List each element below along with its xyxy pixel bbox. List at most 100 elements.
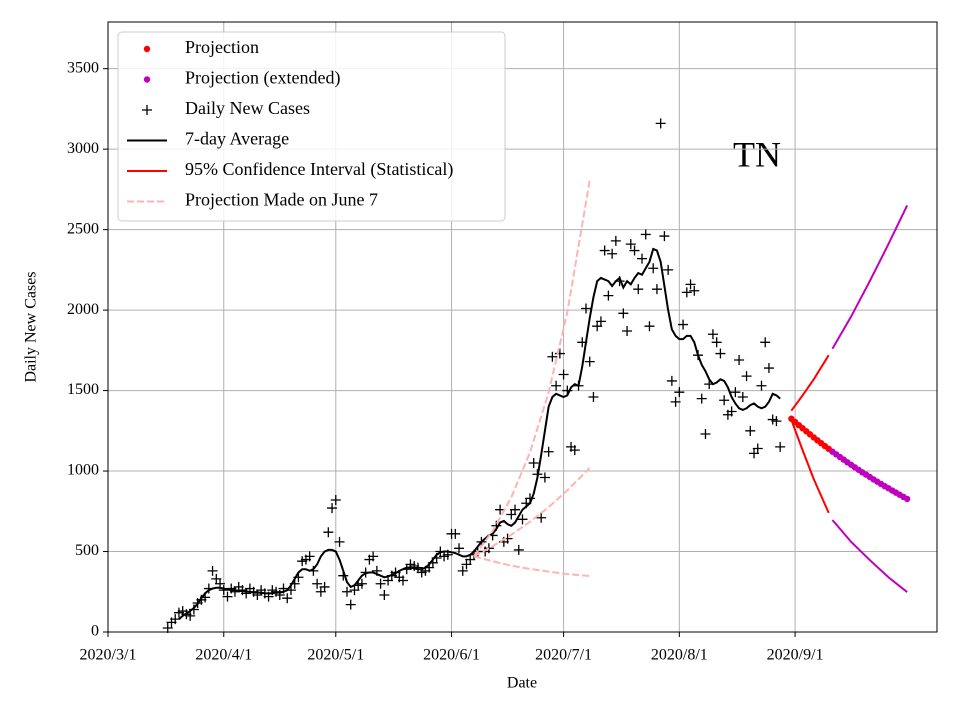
plus-marker <box>170 614 181 625</box>
plus-marker <box>282 593 293 604</box>
annotation: TN <box>733 134 781 174</box>
plus-marker <box>745 425 756 436</box>
plus-marker <box>663 264 674 275</box>
plus-marker <box>345 599 356 610</box>
plus-marker <box>341 586 352 597</box>
plus-marker <box>312 578 323 589</box>
plus-marker <box>375 578 386 589</box>
plus-marker <box>670 396 681 407</box>
plus-marker <box>752 443 763 454</box>
plus-marker <box>711 337 722 348</box>
y-tick-label: 500 <box>75 542 99 559</box>
plus-marker <box>730 387 741 398</box>
plus-marker <box>517 514 528 525</box>
plus-marker <box>681 287 692 298</box>
plus-marker <box>580 303 591 314</box>
plus-marker <box>719 395 730 406</box>
plus-marker <box>319 581 330 592</box>
x-tick-label: 2020/4/1 <box>195 647 252 664</box>
plus-marker <box>551 380 562 391</box>
y-tick-label: 3000 <box>67 140 99 157</box>
plus-marker <box>528 458 539 469</box>
legend-symbol <box>143 45 151 53</box>
plus-marker <box>539 472 550 483</box>
y-tick-label: 0 <box>91 623 99 640</box>
y-tick-label: 2000 <box>67 301 99 318</box>
plus-marker <box>715 348 726 359</box>
plus-marker <box>760 337 771 348</box>
plus-marker <box>696 393 707 404</box>
plus-marker <box>599 245 610 256</box>
plus-marker <box>543 446 554 457</box>
plus-marker <box>685 279 696 290</box>
legend-label: 7-day Average <box>185 129 289 149</box>
y-axis-label: Daily New Cases <box>23 271 40 382</box>
plus-marker <box>510 504 521 515</box>
plus-marker <box>356 578 367 589</box>
plus-marker <box>674 387 685 398</box>
plus-marker <box>558 369 569 380</box>
dashed-line <box>473 180 591 557</box>
plus-marker <box>734 354 745 365</box>
dashed-line <box>473 555 590 577</box>
line <box>831 205 909 350</box>
plus-marker <box>607 248 618 259</box>
plus-marker <box>741 371 752 382</box>
plus-marker <box>207 565 218 576</box>
plus-marker <box>603 290 614 301</box>
plus-marker <box>457 565 468 576</box>
plus-marker <box>595 316 606 327</box>
legend-symbol <box>142 105 152 115</box>
y-tick-label: 1000 <box>67 462 99 479</box>
plus-marker <box>659 231 670 242</box>
plus-marker <box>726 406 737 417</box>
legend-label: Daily New Cases <box>185 98 310 118</box>
y-tick-label: 3500 <box>67 59 99 76</box>
x-tick-label: 2020/8/1 <box>651 647 708 664</box>
plus-marker <box>756 380 767 391</box>
plus-marker <box>737 392 748 403</box>
x-tick-label: 2020/7/1 <box>535 647 592 664</box>
plus-marker <box>648 263 659 274</box>
plus-marker <box>334 536 345 547</box>
plus-marker <box>771 416 782 427</box>
plus-marker <box>763 363 774 374</box>
dot <box>903 495 911 503</box>
plus-marker <box>569 445 580 456</box>
y-tick-label: 1500 <box>67 381 99 398</box>
legend-symbol <box>143 76 151 83</box>
plus-marker <box>633 284 644 295</box>
plus-marker <box>330 495 341 506</box>
plus-marker <box>618 308 629 319</box>
line <box>790 354 830 412</box>
x-axis-label: Date <box>507 675 537 692</box>
plus-marker <box>327 503 338 514</box>
x-tick-label: 2020/9/1 <box>767 647 824 664</box>
x-tick-label: 2020/3/1 <box>80 647 137 664</box>
line <box>831 519 908 593</box>
plus-marker <box>640 229 651 240</box>
plus-marker <box>323 527 334 538</box>
plus-marker <box>536 512 547 523</box>
legend-box <box>117 31 506 222</box>
plus-marker <box>379 589 390 600</box>
plus-marker <box>651 284 662 295</box>
plus-marker <box>584 356 595 367</box>
x-tick-label: 2020/6/1 <box>423 647 480 664</box>
plus-marker <box>625 239 636 250</box>
plus-marker <box>655 118 666 129</box>
plus-marker <box>513 544 524 555</box>
plus-marker <box>678 319 689 330</box>
line <box>790 419 830 514</box>
legend: Projection Projection (extended) Daily New… <box>117 31 506 222</box>
line <box>178 247 781 620</box>
plus-marker <box>610 235 621 246</box>
plus-marker <box>554 348 565 359</box>
plus-marker <box>547 351 558 362</box>
plus-marker <box>636 253 647 264</box>
plus-marker <box>454 543 465 554</box>
plot-frame <box>107 21 938 633</box>
dashed-line <box>473 467 591 558</box>
plus-marker <box>644 321 655 332</box>
